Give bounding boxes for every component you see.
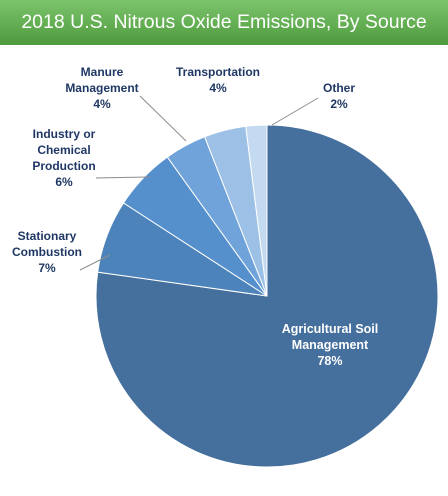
slice-percent-label: 6% — [55, 175, 73, 189]
slice-label: Industry or Chemical Production 6% — [32, 127, 95, 189]
slice-category-label: Industry or — [33, 127, 96, 141]
slice-percent-label: 4% — [93, 97, 111, 111]
slice-category-label: Combustion — [12, 245, 82, 259]
slice-label: Agricultural Soil Management 78% — [282, 322, 379, 368]
pie-chart-area: Agricultural Soil Management 78% Stationary… — [0, 45, 448, 491]
slice-category-label: Management — [65, 81, 138, 95]
leader-line — [79, 254, 111, 271]
slice-category-label: Chemical — [37, 143, 90, 157]
slice-percent-label: 2% — [330, 97, 348, 111]
slice-category-label: Production — [32, 159, 95, 173]
slice-label: Other 2% — [323, 81, 355, 111]
slice-category-label: Transportation — [176, 65, 260, 79]
slice-percent-label: 4% — [209, 81, 227, 95]
slice-category-label: Other — [323, 81, 355, 95]
pie-slice — [245, 124, 268, 297]
pie-chart: Agricultural Soil Management 78% Stationary… — [12, 65, 439, 468]
slice-category-label: Management — [292, 338, 369, 352]
title-banner: 2018 U.S. Nitrous Oxide Emissions, By So… — [0, 0, 448, 45]
chart-title: 2018 U.S. Nitrous Oxide Emissions, By So… — [21, 11, 427, 33]
slice-label: Manure Management 4% — [65, 65, 138, 111]
slice-label: Transportation 4% — [176, 65, 260, 95]
slice-category-label: Stationary — [18, 229, 77, 243]
slice-percent-label: 78% — [317, 354, 342, 368]
slice-category-label: Agricultural Soil — [282, 322, 379, 336]
slice-category-label: Manure — [81, 65, 124, 79]
leader-line — [139, 95, 187, 142]
leader-line — [271, 97, 319, 126]
slice-percent-label: 7% — [38, 261, 56, 275]
slice-label: Stationary Combustion 7% — [12, 229, 82, 275]
leader-line — [95, 176, 151, 179]
